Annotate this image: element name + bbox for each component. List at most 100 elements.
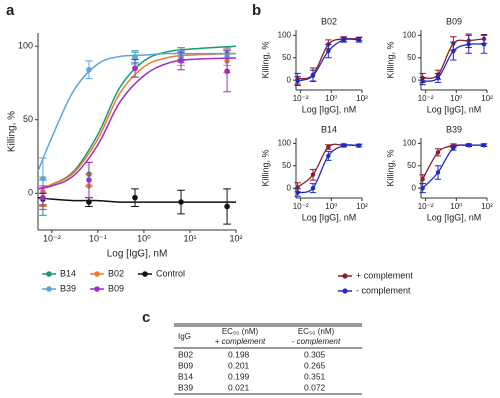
data-point: [295, 185, 300, 190]
table-cell: 0.305: [304, 349, 326, 359]
data-point: [420, 176, 425, 182]
table-header: IgG: [178, 332, 191, 341]
table-cell: 0.201: [228, 360, 250, 370]
y-tick-label: 0: [412, 183, 417, 192]
data-point: [420, 185, 425, 191]
data-point: [326, 48, 331, 54]
y-tick-label: 0: [287, 75, 292, 84]
x-axis-label: Log [IgG], nM: [427, 104, 482, 114]
fit-curve: [297, 143, 360, 188]
data-point: [341, 143, 346, 148]
data-point: [341, 37, 346, 43]
data-point: [451, 145, 456, 151]
legend-marker: [46, 286, 52, 292]
y-tick-label: 50: [282, 161, 291, 170]
table-header: - complement: [292, 337, 341, 346]
data-point: [40, 175, 46, 182]
y-axis-label: Killing, %: [385, 149, 395, 186]
legend-label: B02: [108, 268, 124, 278]
table-cell: B02: [178, 349, 193, 359]
legend-marker: [342, 273, 348, 279]
data-point: [435, 150, 441, 155]
table-cell: 0.199: [228, 371, 250, 381]
x-tick-label: 10⁻²: [43, 233, 61, 243]
fit-curve: [37, 52, 236, 172]
fit-curve: [422, 144, 485, 189]
chart-title: B09: [446, 16, 462, 26]
x-axis-label: Log [IgG], nM: [302, 104, 357, 114]
legend-label: B39: [60, 283, 76, 293]
table-cell: 0.351: [304, 371, 326, 381]
legend-marker: [94, 286, 100, 292]
data-point: [132, 53, 138, 60]
data-point: [481, 142, 487, 148]
legend-marker: [94, 271, 100, 277]
panel-label: b: [252, 2, 261, 19]
x-tick-label: 10⁰: [325, 202, 337, 211]
data-point: [86, 199, 92, 205]
legend-marker: [342, 288, 348, 294]
y-tick-label: 0: [412, 75, 417, 84]
table-header: EC₅₀ (nM): [298, 327, 335, 336]
x-tick-label: 10⁻²: [293, 202, 309, 211]
data-point: [224, 203, 230, 210]
x-tick-label: 10²: [481, 94, 493, 103]
y-tick-label: 50: [282, 53, 291, 62]
table-header: EC₅₀ (nM): [222, 327, 259, 336]
y-axis-label: Killing, %: [7, 111, 18, 152]
x-tick-label: 10⁰: [325, 94, 337, 103]
y-tick-label: 50: [407, 161, 416, 170]
data-point: [326, 153, 331, 159]
y-tick-label: 50: [407, 53, 416, 62]
x-tick-label: 10⁻²: [418, 202, 434, 211]
x-axis-label: Log [IgG], nM: [107, 249, 168, 260]
x-axis-label: Log [IgG], nM: [427, 212, 482, 222]
y-tick-label: 50: [23, 114, 33, 124]
table-cell: 0.198: [228, 349, 250, 359]
legend-marker: [142, 271, 148, 277]
y-axis-label: Killing, %: [260, 41, 270, 78]
table-cell: B14: [178, 371, 193, 381]
x-tick-label: 10⁰: [450, 202, 462, 211]
table-cell: 0.021: [228, 382, 250, 392]
legend-label: + complement: [356, 270, 413, 280]
chart-title: B14: [321, 124, 337, 134]
data-point: [178, 58, 184, 64]
y-tick-label: 100: [278, 30, 292, 39]
x-tick-label: 10⁰: [450, 94, 462, 103]
data-point: [466, 42, 471, 47]
legend-label: B14: [60, 268, 76, 278]
chart-title: B39: [446, 124, 462, 134]
y-tick-label: 100: [18, 41, 33, 51]
y-axis-label: Killing, %: [385, 41, 395, 78]
y-tick-label: 100: [403, 30, 417, 39]
legend-label: B09: [108, 283, 124, 293]
x-tick-label: 10²: [356, 202, 368, 211]
chart-title: B02: [321, 16, 337, 26]
data-point: [326, 144, 331, 150]
panel-label: c: [142, 309, 150, 326]
table-header: + complement: [215, 337, 266, 346]
data-point: [40, 194, 46, 201]
y-tick-label: 100: [278, 138, 292, 147]
data-point: [178, 199, 184, 205]
data-point: [356, 37, 362, 43]
x-tick-label: 10¹: [183, 233, 196, 243]
x-tick-label: 10²: [356, 94, 368, 103]
table-cell: 0.265: [304, 360, 326, 370]
table-cell: B39: [178, 382, 193, 392]
data-point: [310, 172, 316, 177]
panel-label: a: [6, 2, 15, 19]
data-point: [451, 48, 456, 54]
y-axis-label: Killing, %: [260, 149, 270, 186]
legend-label: Control: [156, 268, 185, 278]
data-point: [310, 73, 316, 78]
x-tick-label: 10⁻²: [418, 94, 434, 103]
x-tick-label: 10²: [229, 233, 242, 243]
x-tick-label: 10⁻¹: [89, 233, 107, 243]
data-point: [435, 170, 441, 175]
data-point: [310, 185, 316, 191]
y-tick-label: 0: [287, 183, 292, 192]
